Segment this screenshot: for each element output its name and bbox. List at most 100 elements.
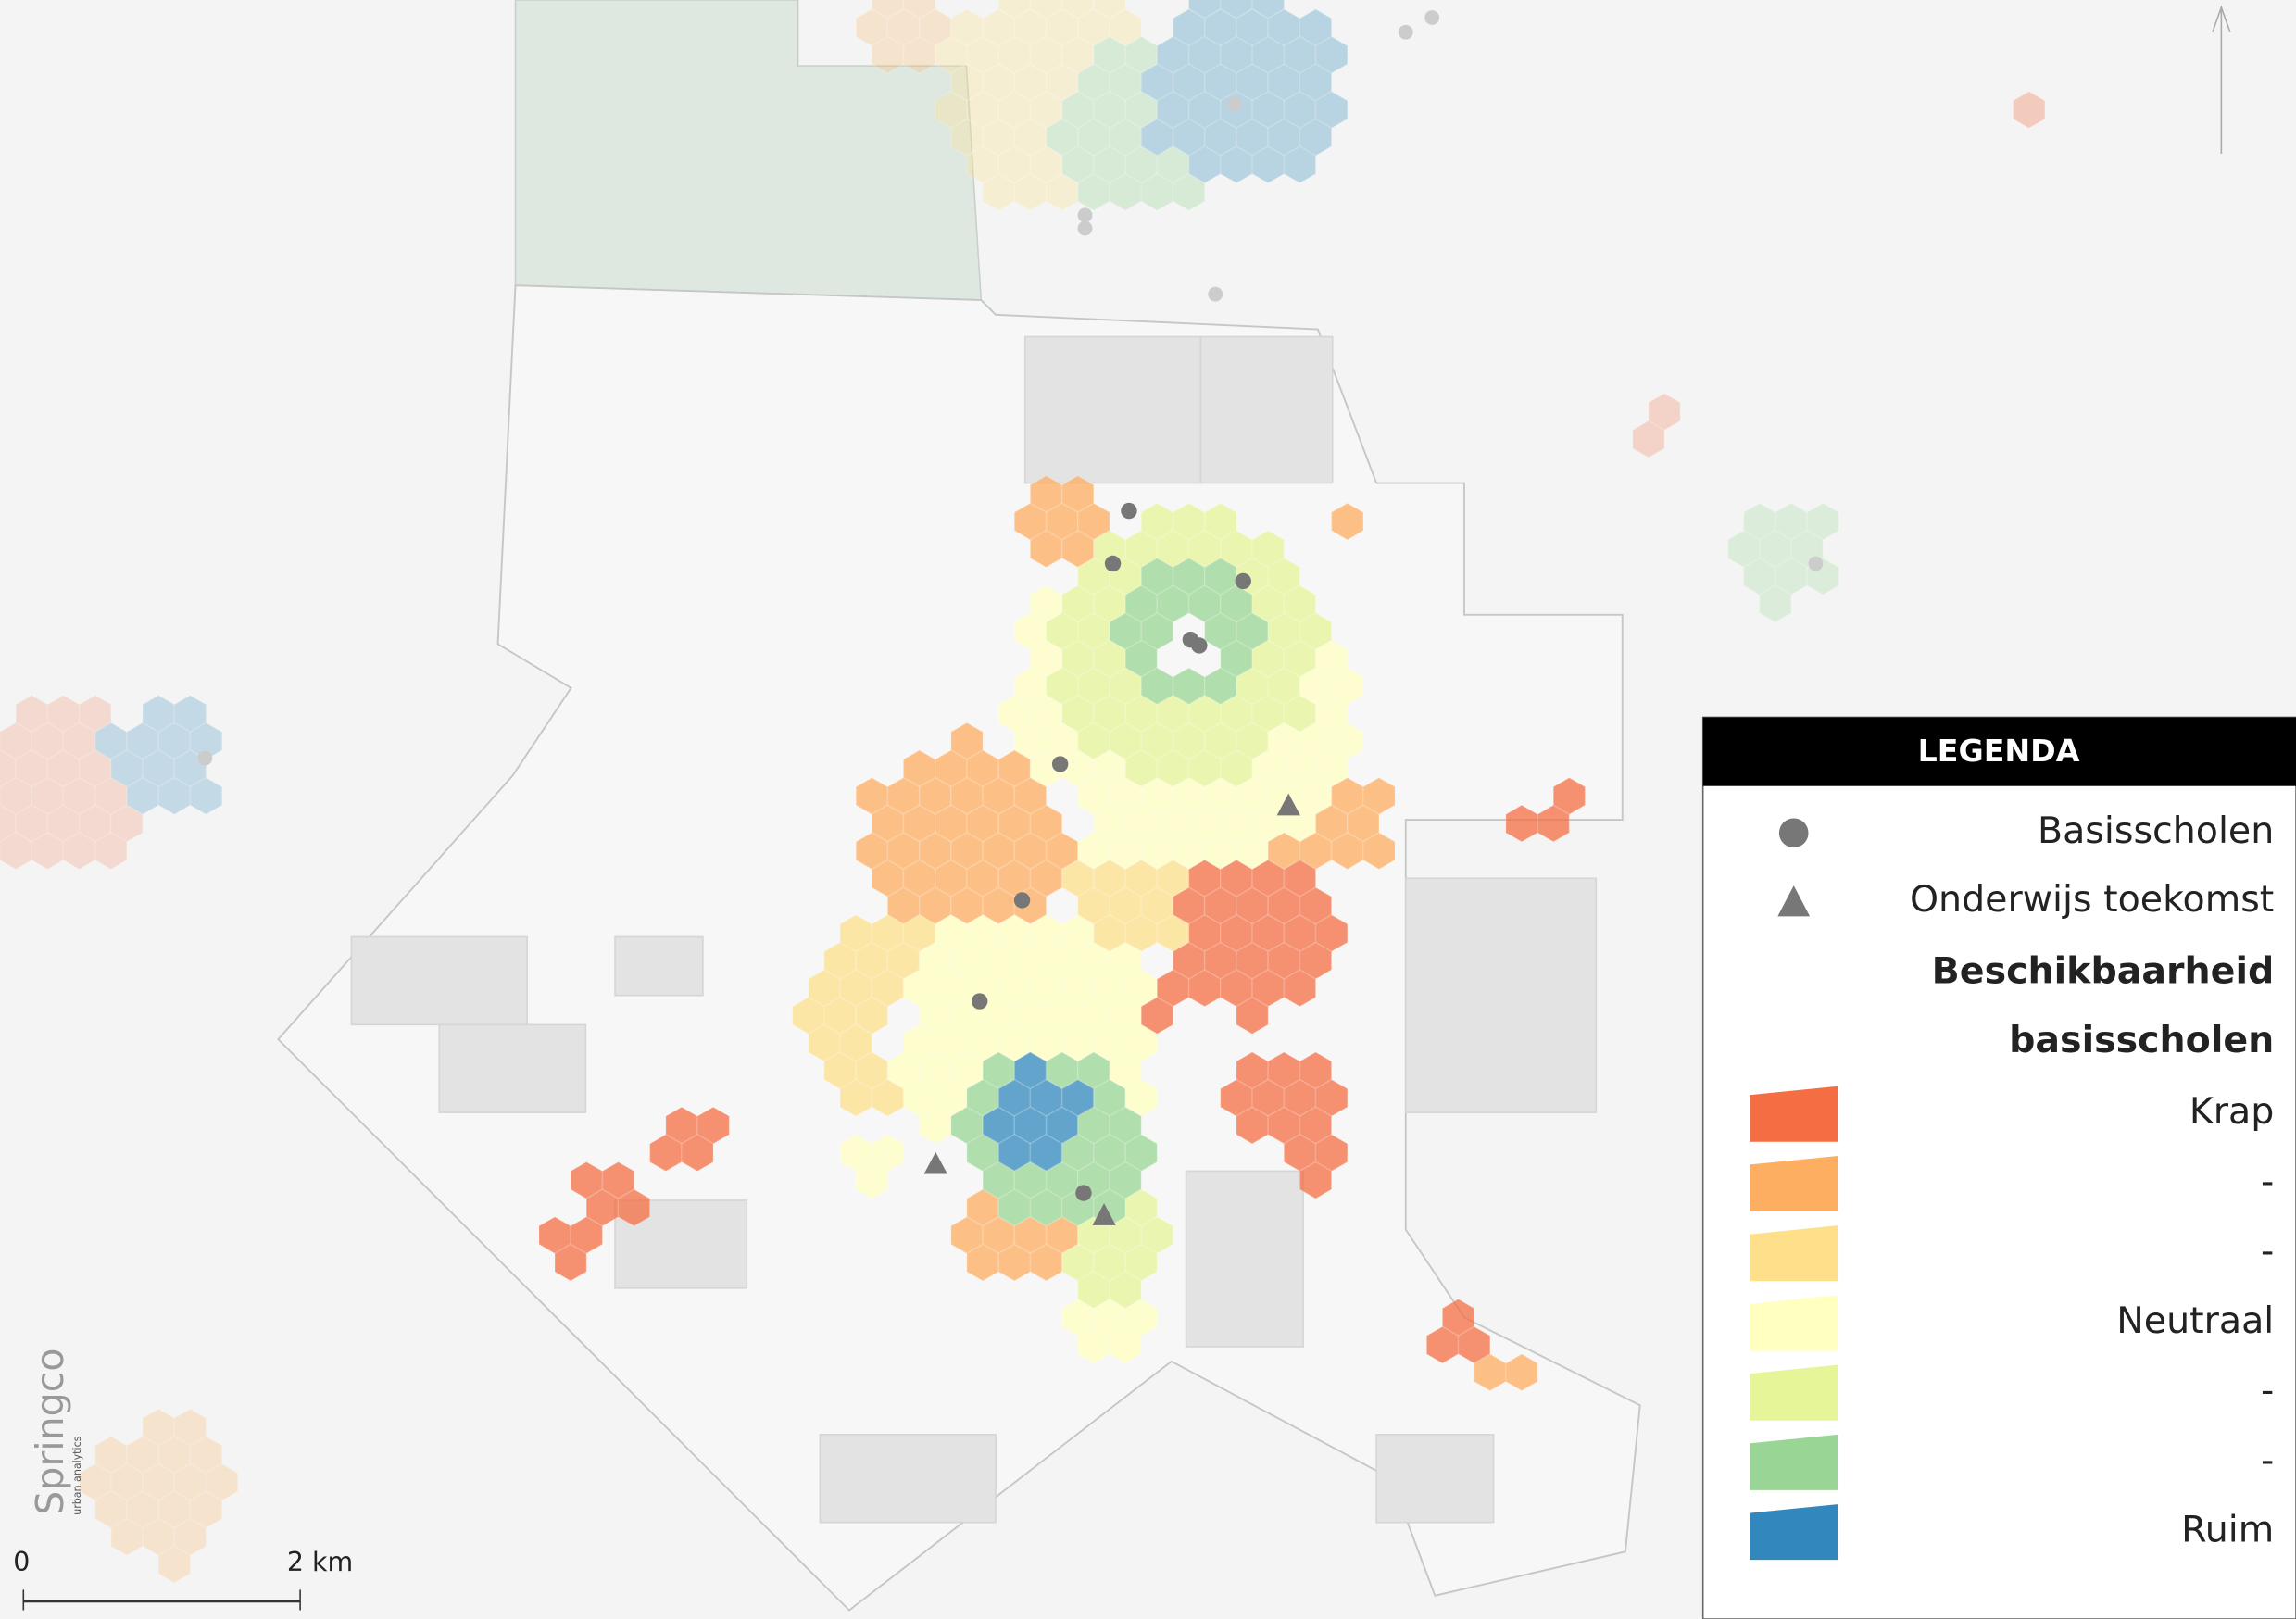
hex-cell xyxy=(126,1436,160,1475)
hex-cell xyxy=(1283,145,1317,184)
school xyxy=(1424,10,1440,25)
hex-cell xyxy=(934,90,968,130)
hex-cell xyxy=(78,749,112,788)
hex-cell xyxy=(1060,145,1095,184)
hex-cell xyxy=(1187,90,1222,130)
legend-label: Neutraal xyxy=(2116,1299,2274,1342)
hex-cell xyxy=(1156,90,1190,130)
hex-cell xyxy=(1758,584,1792,623)
legend: LEGENDA Beschikbaarheid basisscholen Bas… xyxy=(1701,716,2296,1619)
hex-cell xyxy=(173,1408,207,1447)
hex-cell xyxy=(982,118,1016,157)
hex-cell xyxy=(950,63,984,102)
school xyxy=(1235,572,1251,590)
hex-cell xyxy=(62,832,96,871)
hex-cell xyxy=(1251,0,1286,19)
building-block xyxy=(1404,877,1598,1113)
hex-cell xyxy=(94,776,128,816)
hex-cell xyxy=(1283,90,1317,130)
hex-cell xyxy=(918,8,952,47)
hex-cell xyxy=(31,722,65,760)
hex-cell xyxy=(94,1490,128,1529)
hex-cell xyxy=(15,804,49,843)
hex-cell xyxy=(189,1436,223,1475)
hex-cell xyxy=(934,35,968,74)
hex-cell xyxy=(142,1517,176,1557)
hex-cell xyxy=(62,776,96,816)
hex-cell xyxy=(681,1133,714,1173)
hex-cell xyxy=(1045,8,1079,47)
hex-cell xyxy=(1172,63,1206,102)
school xyxy=(1075,1185,1092,1201)
school xyxy=(1121,502,1137,520)
hex-cell xyxy=(110,1462,144,1501)
hex-cell xyxy=(157,1436,192,1475)
hex-cell xyxy=(1726,530,1761,569)
hex-cell xyxy=(871,0,905,19)
hex-cell xyxy=(950,8,984,47)
hex-cell xyxy=(1203,118,1237,157)
legend-swatch xyxy=(1750,1225,1838,1282)
hex-cell xyxy=(1314,90,1349,130)
hex-cell xyxy=(1060,90,1095,130)
legend-title: LEGENDA xyxy=(1918,733,2080,769)
hex-cell xyxy=(0,804,17,843)
legend-label: Onderwijs toekomst xyxy=(1910,878,2274,921)
hex-cell xyxy=(0,749,17,788)
hex-cell xyxy=(1013,118,1048,157)
legend-swatch xyxy=(1750,1086,1838,1142)
building-block xyxy=(1023,335,1202,484)
built-area xyxy=(350,335,1598,1524)
hex-cell xyxy=(142,749,176,788)
hex-cell xyxy=(157,1545,192,1584)
hex-cell xyxy=(31,832,65,871)
hex-cell xyxy=(46,804,81,843)
hex-cell xyxy=(1236,118,1269,157)
hex-cell xyxy=(157,722,192,760)
future-school xyxy=(1092,1203,1116,1225)
hex-cell xyxy=(1299,63,1333,102)
future-school xyxy=(923,1151,947,1174)
hex-cell xyxy=(1076,172,1110,212)
legend-symbol xyxy=(1778,818,1809,848)
hex-cell xyxy=(126,722,160,760)
logo-name: Springco xyxy=(28,1349,72,1515)
hex-cell xyxy=(902,35,936,74)
hex-cell xyxy=(94,1436,128,1475)
hex-cell xyxy=(1742,502,1776,541)
hex-cell xyxy=(1124,90,1159,130)
school xyxy=(1398,24,1413,40)
hex-cell xyxy=(1251,90,1286,130)
hex-cell xyxy=(1775,557,1808,596)
hex-cell xyxy=(78,804,112,843)
future-school xyxy=(1276,793,1300,816)
hex-cell xyxy=(1299,118,1333,157)
hex-cell xyxy=(1537,804,1571,843)
hex-cell xyxy=(142,1408,176,1447)
hex-cell xyxy=(110,749,144,788)
legend-heading: Beschikbaarheid xyxy=(1932,950,2275,993)
hex-cell xyxy=(1093,0,1126,19)
hex-cell xyxy=(1219,0,1253,19)
hex-cell xyxy=(1632,420,1665,458)
building-block xyxy=(614,935,704,997)
hex-cell xyxy=(997,145,1032,184)
building-block xyxy=(1199,335,1334,484)
hex-cell xyxy=(1076,8,1110,47)
hex-cell xyxy=(1187,0,1222,19)
hex-cell xyxy=(1219,145,1253,184)
legend-label: - xyxy=(2261,1160,2274,1202)
hex-cell xyxy=(1299,8,1333,47)
hex-cell xyxy=(1283,35,1317,74)
hex-cell xyxy=(94,722,128,760)
hex-cell xyxy=(1093,145,1126,184)
hex-cell xyxy=(1109,63,1143,102)
school xyxy=(1191,637,1208,654)
hex-cell xyxy=(1013,8,1048,47)
legend-header xyxy=(1702,717,2296,786)
hex-cell xyxy=(62,722,96,760)
legend-swatch xyxy=(1750,1504,1838,1561)
hex-cell xyxy=(1140,118,1174,157)
building-block xyxy=(819,1434,997,1524)
school xyxy=(1104,555,1122,572)
